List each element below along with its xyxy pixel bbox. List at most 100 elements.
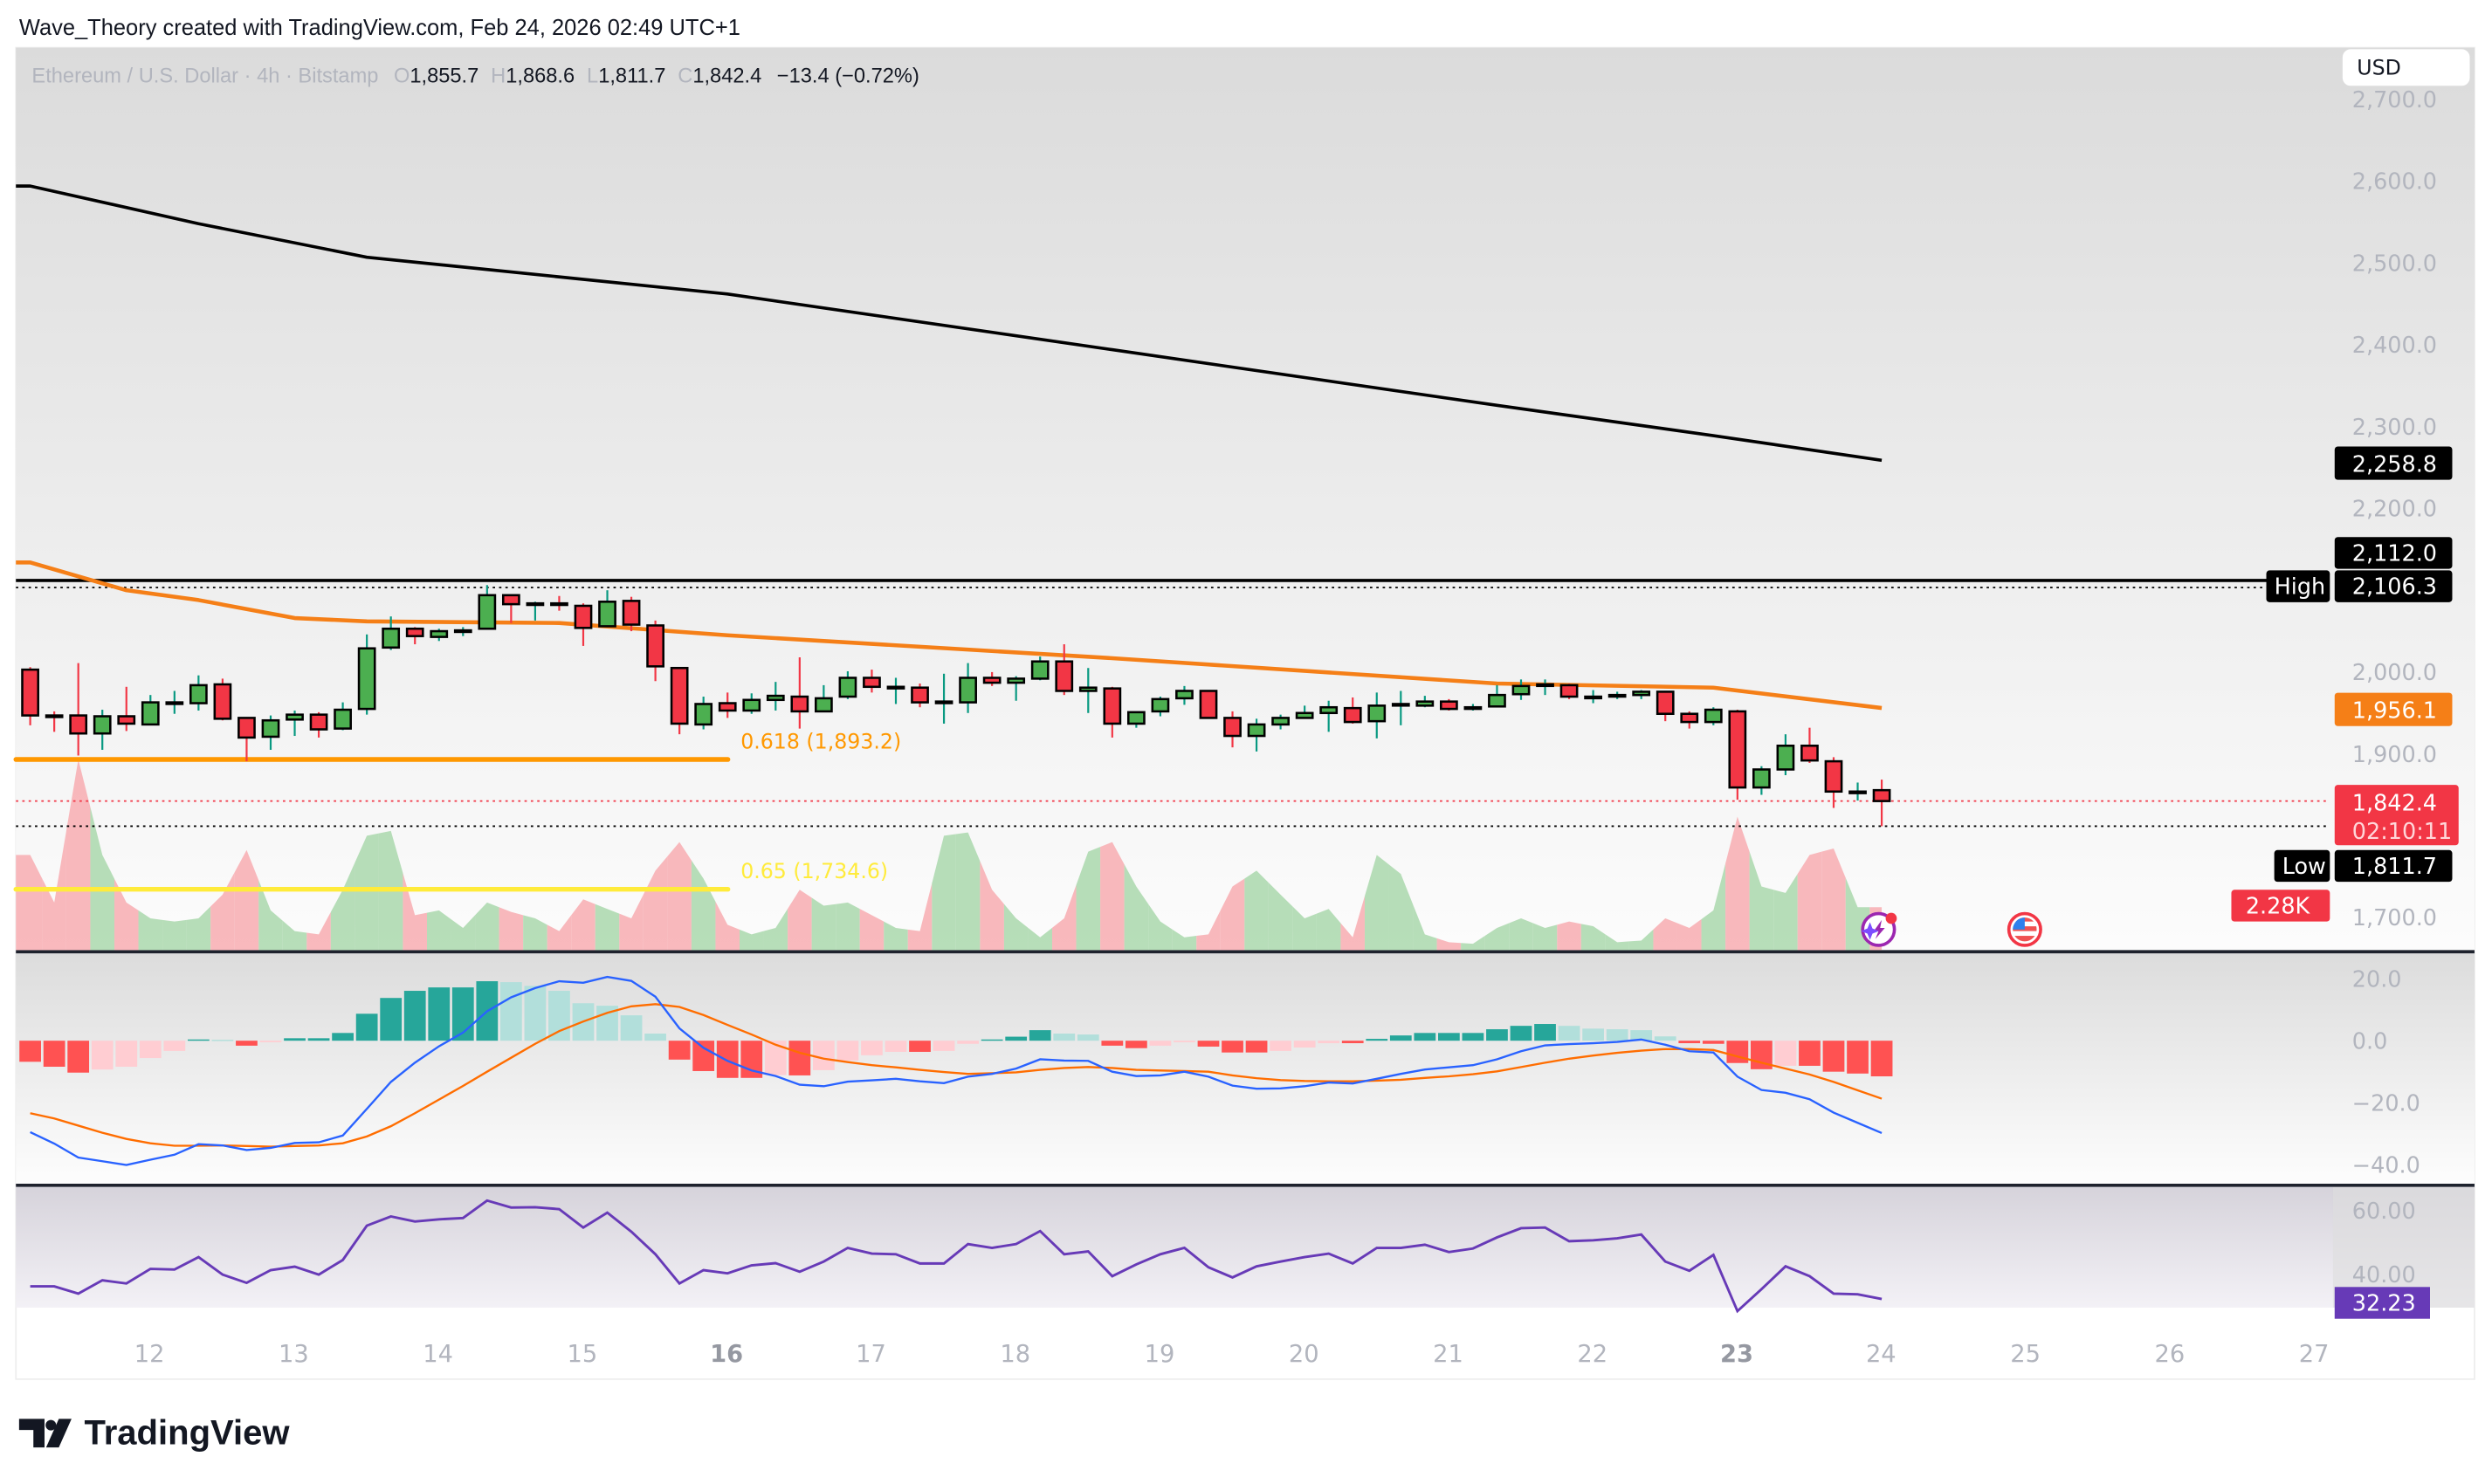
candle-body <box>1367 704 1387 723</box>
candle <box>309 711 328 738</box>
volume-segment <box>643 856 668 951</box>
candle-body <box>886 685 905 690</box>
candle <box>165 690 184 714</box>
us-flag-icon[interactable] <box>2007 911 2042 947</box>
rsi-axis[interactable]: 60.00 40.00 <box>2352 1199 2416 1288</box>
candle-body <box>45 714 64 718</box>
price-axis-tick: 2,200.0 <box>2352 497 2437 523</box>
candle-body <box>165 701 184 705</box>
candle <box>1511 679 1531 700</box>
high-label: H <box>491 65 506 88</box>
ema-orange-value: 1,956.1 <box>2352 698 2437 725</box>
time-axis-tick: 21 <box>1433 1341 1463 1368</box>
rsi-pane[interactable] <box>16 1186 2475 1308</box>
volume-segment <box>1340 896 1365 951</box>
macd-histogram-bar <box>403 991 426 1041</box>
symbol-legend[interactable]: Ethereum / U.S. Dollar · 4h · Bitstamp O… <box>31 65 919 88</box>
candle-body <box>766 694 785 702</box>
macd-histogram-bar <box>1318 1041 1340 1044</box>
volume-segment <box>811 897 836 951</box>
macd-histogram-bar <box>861 1041 883 1055</box>
volume-segment <box>258 880 283 951</box>
candle-body <box>21 668 39 717</box>
time-axis[interactable]: 12 13 14 15 16 17 18 19 20 21 22 23 24 25 26 27 <box>134 1341 2330 1368</box>
candle <box>1175 685 1194 705</box>
candle-body <box>1752 768 1771 789</box>
volume-segment <box>1580 924 1606 951</box>
volume-segment <box>186 906 211 951</box>
candle <box>1607 691 1627 699</box>
volume-segment <box>426 910 451 951</box>
volume-segment <box>571 899 595 951</box>
candle <box>574 603 593 646</box>
candle-body <box>694 703 713 726</box>
macd-histogram-bar <box>981 1039 1003 1041</box>
candle <box>1126 711 1146 728</box>
candle-body <box>1824 759 1843 794</box>
volume-segment <box>1797 851 1822 951</box>
volume-segment <box>715 901 740 951</box>
candle <box>646 620 664 682</box>
candle-body <box>838 677 857 698</box>
macd-histogram-bar <box>933 1041 955 1051</box>
candle <box>1199 690 1218 719</box>
volume-segment <box>980 861 1004 951</box>
candle <box>286 710 304 737</box>
price-label-ema-black: 2,258.8 <box>2334 446 2453 480</box>
volume-segment <box>739 929 764 951</box>
macd-axis[interactable]: 20.0 0.0 −20.0 −40.0 <box>2352 966 2420 1178</box>
rsi-line <box>30 1199 1883 1314</box>
volume-segment <box>1701 863 1726 951</box>
macd-histogram-bar <box>307 1038 330 1041</box>
candle-body <box>405 627 424 637</box>
candle <box>598 590 616 628</box>
candle <box>382 616 401 650</box>
candle <box>718 692 737 718</box>
volume-segment <box>1172 929 1197 951</box>
candle-body <box>1656 690 1675 715</box>
candle-body <box>261 718 280 739</box>
candle-body <box>309 713 328 731</box>
low-value: 1,811.7 <box>598 65 665 88</box>
candle <box>357 634 376 715</box>
candle <box>45 711 64 732</box>
macd-histogram-bar <box>1366 1039 1388 1041</box>
macd-histogram-bar <box>115 1041 138 1067</box>
ai-lightning-icon[interactable] <box>1861 911 1897 947</box>
candle-body <box>1488 693 1506 708</box>
volume-segment <box>1628 929 1654 951</box>
price-pane[interactable] <box>16 47 2475 951</box>
time-axis-tick: 17 <box>856 1341 886 1368</box>
last-price-value: 1,842.4 <box>2352 790 2437 816</box>
candle-body <box>550 601 568 607</box>
macd-axis-tick: −40.0 <box>2352 1152 2420 1178</box>
candle <box>670 666 689 735</box>
candle <box>766 682 785 711</box>
currency-button[interactable]: USD <box>2342 49 2470 86</box>
time-axis-tick: 22 <box>1577 1341 1607 1368</box>
currency-button-bg[interactable] <box>2342 49 2470 86</box>
tradingview-logo[interactable]: TradingView <box>18 1413 291 1452</box>
macd-histogram-bar <box>764 1041 787 1075</box>
volume-segment <box>355 833 379 951</box>
price-axis[interactable]: 2,700.0 2,600.0 2,500.0 2,400.0 2,300.0 2,200… <box>2352 87 2437 931</box>
candle <box>501 594 520 623</box>
macd-pane[interactable] <box>16 953 2475 1184</box>
moving-average-line <box>16 560 1883 711</box>
attribution-text: Wave_Theory created with TradingView.com… <box>19 16 740 40</box>
volume-segment <box>210 872 235 951</box>
macd-histogram-bar <box>716 1041 739 1078</box>
macd-histogram-bar <box>1270 1041 1291 1051</box>
candle <box>1872 780 1891 827</box>
candle-body <box>1800 745 1819 762</box>
candle-body <box>598 601 616 628</box>
macd-histogram-bar <box>692 1041 715 1071</box>
volume-segment <box>1268 883 1293 951</box>
macd-histogram-bar <box>1774 1041 1797 1066</box>
candle <box>886 677 905 704</box>
macd-histogram-bar <box>1534 1024 1556 1041</box>
fib-levels[interactable]: 0.618 (1,893.2) 0.65 (1,734.6) <box>13 729 901 892</box>
candle-body <box>1151 697 1170 713</box>
volume-segment <box>1557 921 1581 951</box>
